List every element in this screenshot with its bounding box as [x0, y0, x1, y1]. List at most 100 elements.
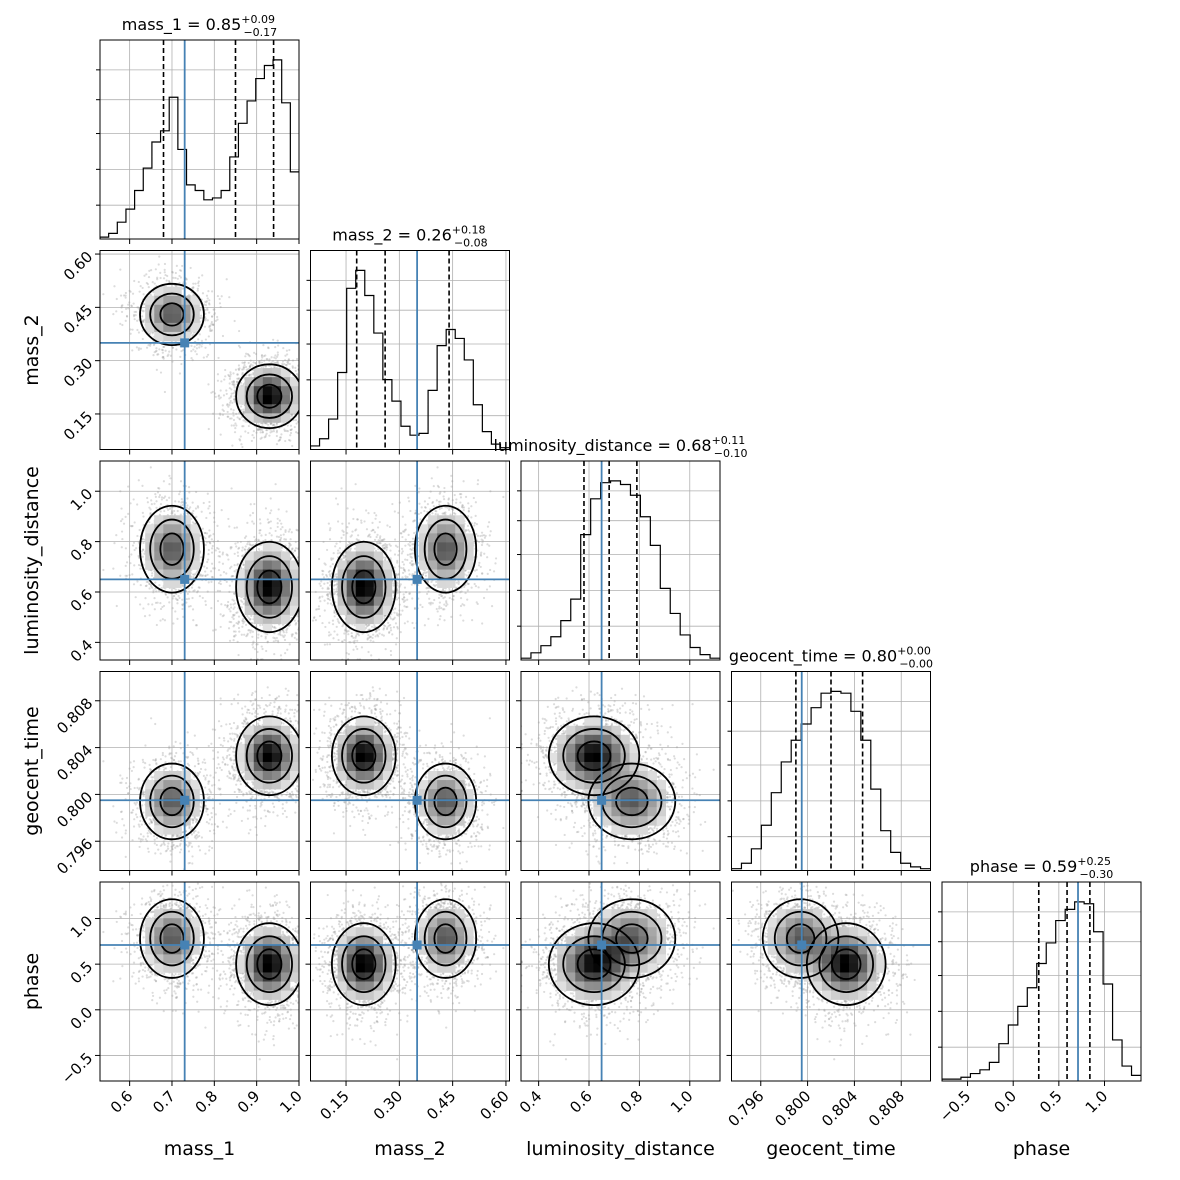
sample-point	[179, 276, 183, 279]
density-cell	[244, 413, 255, 423]
sample-point	[124, 574, 127, 577]
sample-point	[261, 356, 264, 359]
sample-point	[141, 320, 144, 323]
density-cell	[154, 313, 164, 324]
sample-point	[230, 417, 233, 420]
sample-point	[201, 596, 204, 600]
sample-point	[221, 404, 224, 407]
sample-point	[159, 503, 163, 506]
sample-point	[128, 289, 131, 292]
sample-point	[121, 323, 124, 327]
sample-point	[208, 529, 211, 532]
sample-point	[226, 604, 229, 607]
sample-point	[266, 641, 269, 644]
sample-point	[150, 503, 153, 506]
sample-point	[208, 540, 211, 544]
sample-point	[196, 590, 200, 593]
sample-point	[232, 625, 235, 628]
sample-point	[144, 584, 147, 588]
sample-point	[279, 534, 282, 537]
sample-point	[304, 387, 306, 389]
sample-point	[203, 565, 206, 568]
sample-point	[161, 605, 164, 609]
sample-point	[214, 395, 217, 398]
sample-point	[228, 387, 231, 390]
sample-point	[178, 281, 181, 285]
sample-point	[209, 542, 212, 545]
sample-point	[251, 643, 254, 646]
sample-point	[228, 382, 231, 385]
sample-point	[137, 479, 140, 482]
sample-point	[233, 386, 236, 389]
sample-point	[149, 508, 152, 511]
sample-point	[230, 392, 233, 395]
sample-point	[146, 501, 149, 504]
sample-point	[229, 547, 232, 550]
sample-point	[300, 401, 302, 403]
sample-point	[245, 455, 247, 457]
sample-point	[312, 375, 314, 377]
sample-point	[137, 541, 140, 544]
title-mass_1: mass_1 = 0.85+0.09 −0.17	[122, 13, 277, 39]
sample-point	[308, 624, 310, 626]
sample-point	[300, 600, 302, 602]
sample-point	[136, 580, 139, 583]
sample-point	[284, 538, 288, 541]
sample-point	[142, 310, 145, 313]
sample-point	[222, 571, 226, 574]
sample-point	[218, 302, 222, 305]
sample-point	[252, 436, 256, 439]
sample-point	[169, 477, 172, 480]
sample-point	[241, 600, 244, 604]
density-cell	[253, 404, 264, 414]
sample-point	[303, 620, 305, 622]
sample-point	[153, 596, 156, 600]
sample-point	[238, 329, 241, 333]
sample-point	[221, 551, 225, 554]
sample-point	[242, 563, 245, 566]
sample-point	[299, 390, 301, 392]
sample-point	[158, 348, 161, 351]
sample-point	[185, 601, 188, 604]
sample-point	[300, 403, 302, 405]
sample-point	[323, 406, 325, 408]
sample-point	[238, 417, 241, 420]
sample-point	[154, 601, 158, 604]
sample-point	[286, 353, 289, 356]
sample-point	[300, 613, 302, 615]
sample-point	[312, 387, 314, 389]
sample-point	[178, 269, 182, 272]
density-cell	[154, 286, 164, 297]
sample-point	[203, 325, 207, 328]
sample-point	[268, 434, 271, 437]
sample-point	[178, 274, 181, 278]
sample-point	[238, 438, 241, 441]
sample-point	[237, 364, 241, 367]
sample-point	[235, 424, 238, 427]
sample-point	[133, 548, 136, 552]
sample-point	[257, 633, 260, 636]
sample-point	[229, 371, 232, 374]
sample-point	[219, 580, 222, 583]
sample-point	[168, 350, 171, 353]
sample-point	[300, 385, 302, 387]
sample-point	[160, 496, 164, 499]
density-cell	[253, 413, 264, 423]
sample-point	[145, 580, 148, 584]
sample-point	[229, 546, 232, 549]
sample-point	[226, 554, 229, 557]
sample-point	[303, 608, 305, 610]
density-cell	[262, 386, 273, 396]
sample-point	[221, 408, 224, 411]
sample-point	[145, 273, 148, 276]
sample-point	[157, 353, 160, 356]
sample-point	[253, 648, 257, 651]
sample-point	[283, 452, 285, 454]
sample-point	[132, 302, 135, 305]
sample-point	[228, 620, 231, 623]
sample-point	[175, 264, 178, 267]
sample-point	[276, 525, 279, 529]
sample-point	[305, 615, 307, 617]
sample-point	[242, 411, 245, 414]
sample-point	[219, 305, 222, 309]
